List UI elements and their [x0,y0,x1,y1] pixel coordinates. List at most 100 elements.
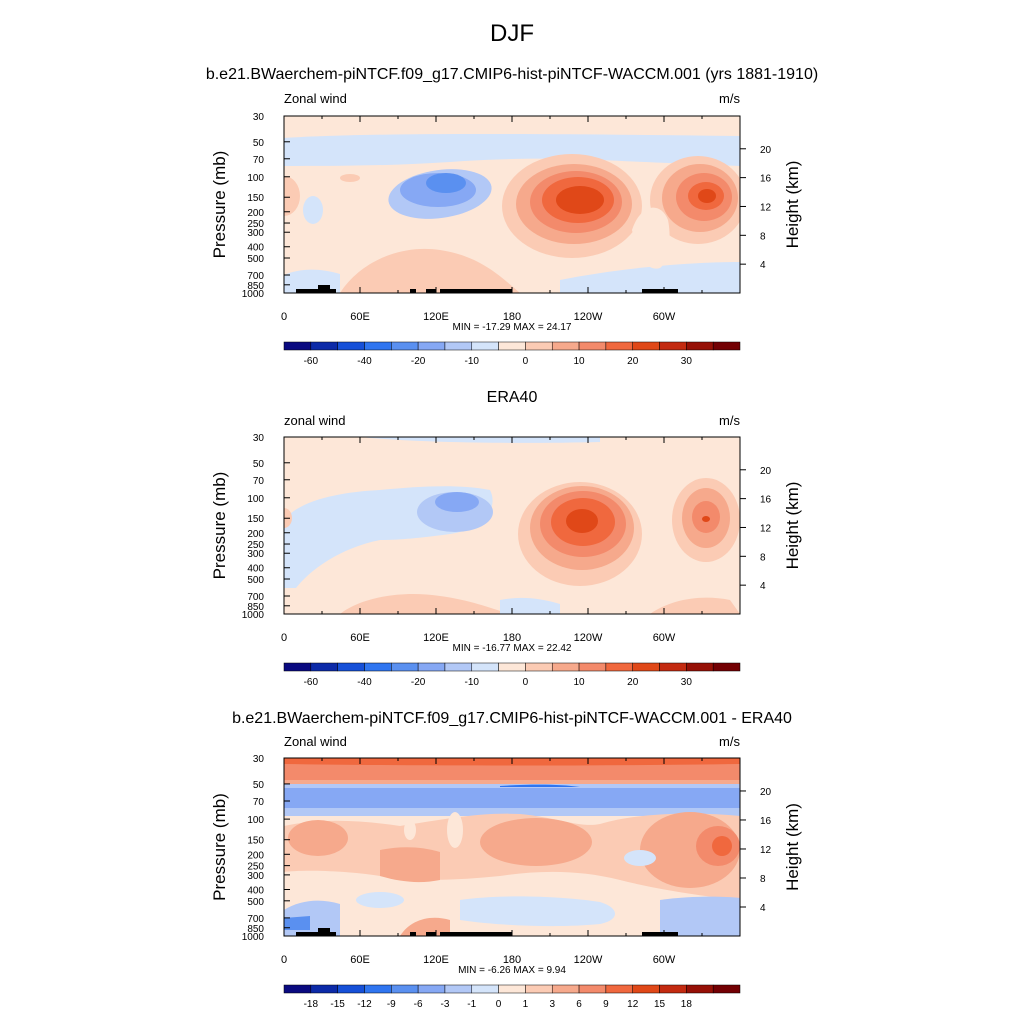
colorbar-swatch [551,662,580,672]
colorbar-swatch [471,662,499,672]
colorbar-swatch [712,341,741,351]
pressure-tick-label: 250 [247,540,264,551]
longitude-tick-label: 120W [574,311,603,323]
height-tick-label: 20 [760,787,772,798]
colorbar-swatch [391,662,419,672]
colorbar-swatch [364,341,392,351]
colorbar-label: -10 [465,356,480,367]
pressure-tick-label: 400 [247,564,264,575]
colorbar-swatch [712,984,741,994]
height-tick-label: 4 [760,581,766,592]
colorbar-swatch [417,662,446,672]
pressure-tick-label: 70 [253,476,265,487]
colorbar-label: 0 [496,999,502,1010]
colorbar-swatch [498,662,526,672]
height-tick-label: 8 [760,874,766,885]
colorbar-label: 3 [549,999,555,1010]
longitude-tick-label: 0 [281,311,287,323]
height-tick-label: 20 [760,145,772,156]
pressure-tick-label: 50 [253,780,265,791]
colorbar-swatch [578,984,607,994]
colorbar-swatch [337,341,365,351]
colorbar-swatch [686,662,714,672]
colorbar-label: 30 [681,677,693,688]
longitude-tick-label: 0 [281,954,287,966]
colorbar-swatch [632,984,660,994]
colorbar-swatch [578,662,607,672]
colorbar-label: 10 [573,356,585,367]
pressure-tick-label: 1000 [242,610,265,621]
pressure-tick-label: 150 [247,514,264,525]
panel-1-min-max: MIN = -17.29 MAX = 24.17 [453,322,572,333]
colorbar-swatch [659,662,687,672]
height-tick-label: 16 [760,174,772,185]
pressure-tick-label: 1000 [242,289,265,300]
pressure-tick-label: 200 [247,850,264,861]
colorbar-swatch [310,341,338,351]
colorbar-swatch [605,984,633,994]
colorbar-swatch [337,984,365,994]
longitude-tick-label: 60W [653,632,676,644]
colorbar-swatch [391,984,419,994]
colorbar-swatch [471,984,499,994]
colorbar-swatch [417,984,446,994]
y-axis-label-height: Height (km) [783,803,802,891]
colorbar-label: -1 [467,999,476,1010]
colorbar-label: -3 [440,999,449,1010]
colorbar-label: -60 [304,677,319,688]
colorbar-label: 15 [654,999,666,1010]
height-tick-label: 20 [760,466,772,477]
panel-3-contours [284,758,740,936]
panel-2-contours [284,437,740,614]
colorbar-label: -15 [330,999,345,1010]
colorbar-label: 6 [576,999,582,1010]
colorbar-label: -40 [357,677,372,688]
longitude-tick-label: 120E [423,954,449,966]
colorbar-swatch [283,662,312,672]
colorbar-swatch [525,662,553,672]
panel-3: b.e21.BWaerchem-piNTCF.f09_g17.CMIP6-his… [210,710,802,1010]
height-tick-label: 4 [760,903,766,914]
colorbar-swatch [551,984,580,994]
longitude-tick-label: 180 [503,632,521,644]
pressure-tick-label: 50 [253,459,265,470]
longitude-tick-label: 120E [423,311,449,323]
panel-2-units: m/s [719,413,740,428]
colorbar-label: -6 [414,999,423,1010]
height-tick-label: 8 [760,552,766,563]
panel-3-title: b.e21.BWaerchem-piNTCF.f09_g17.CMIP6-his… [232,710,792,727]
longitude-tick-label: 60E [350,954,370,966]
colorbar-label: 20 [627,677,639,688]
y-axis-label-height: Height (km) [783,482,802,570]
pressure-tick-label: 70 [253,797,265,808]
colorbar-label: -12 [357,999,372,1010]
colorbar-label: 12 [627,999,639,1010]
colorbar-label: 0 [523,356,529,367]
colorbar-swatch [525,984,553,994]
colorbar-label: 0 [523,677,529,688]
panel-1-contours [284,116,740,293]
panel-2-title: ERA40 [487,389,538,406]
colorbar-swatch [578,341,607,351]
panel-2-variable-label: zonal wind [284,413,345,428]
pressure-tick-label: 500 [247,575,264,586]
pressure-tick-label: 700 [247,271,264,282]
pressure-tick-label: 400 [247,243,264,254]
colorbar-label: 10 [573,677,585,688]
colorbar-swatch [310,984,338,994]
colorbar-swatch [283,984,312,994]
height-tick-label: 12 [760,202,772,213]
y-axis-label-pressure: Pressure (mb) [210,151,229,259]
colorbar-swatch [417,341,446,351]
longitude-tick-label: 120W [574,632,603,644]
panel-2-min-max: MIN = -16.77 MAX = 22.42 [453,643,572,654]
pressure-tick-label: 1000 [242,932,265,943]
height-tick-label: 16 [760,816,772,827]
pressure-tick-label: 150 [247,836,264,847]
longitude-tick-label: 0 [281,632,287,644]
height-tick-label: 12 [760,845,772,856]
colorbar-label: -40 [357,356,372,367]
pressure-tick-label: 850 [247,602,264,613]
colorbar-label: -60 [304,356,319,367]
pressure-tick-label: 100 [247,173,264,184]
